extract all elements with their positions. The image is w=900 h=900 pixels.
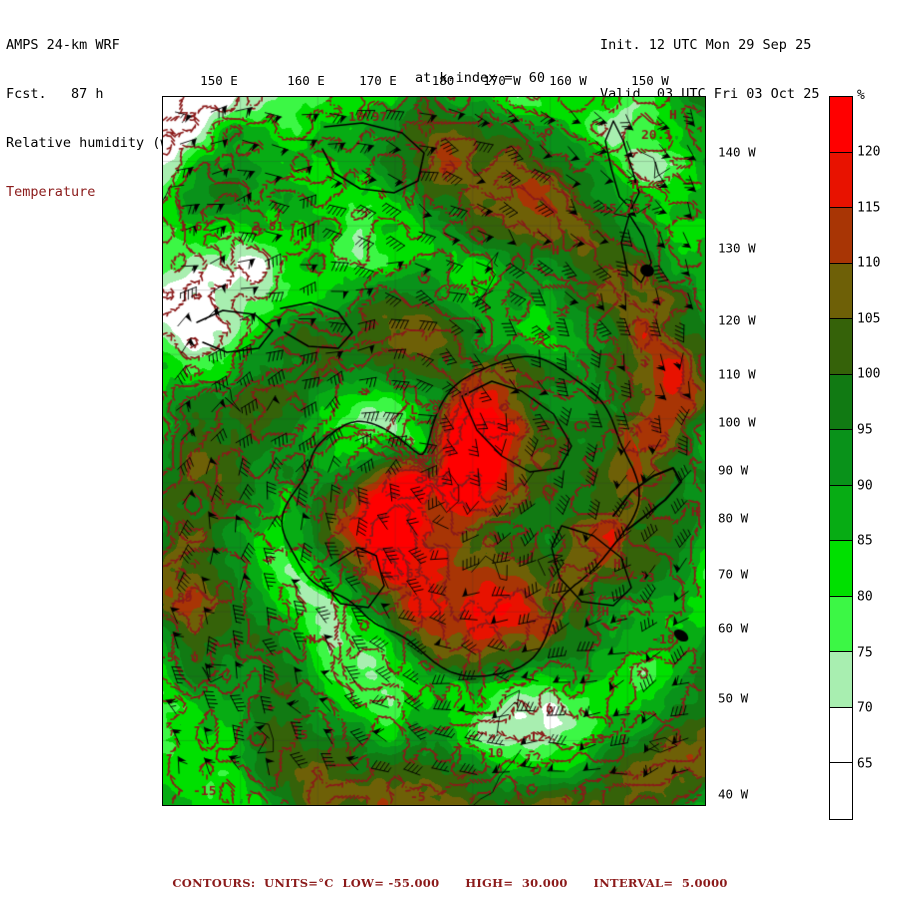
latitude-tick-1: 130 W <box>718 240 756 256</box>
colorbar-band-100 <box>830 374 852 431</box>
colorbar-band-90 <box>830 485 852 542</box>
colorbar-band-65 <box>830 763 852 819</box>
colorbar-tick-100: 100 <box>857 366 881 382</box>
colorbar <box>829 96 853 820</box>
longitude-tick-3: 180 <box>431 73 455 88</box>
latitude-axis: 140 W 130 W 120 W 110 W 100 W 90 W 80 W 70 W 60 … <box>712 96 782 806</box>
latitude-tick-8: 60 W <box>718 620 749 636</box>
contour-info-caption: CONTOURS: UNITS=°C LOW= -55.000 HIGH= 30… <box>172 876 728 890</box>
colorbar-unit-label: % <box>857 88 865 103</box>
colorbar-band-75 <box>830 652 852 708</box>
forecast-hour: Fcst. 87 h <box>6 86 104 103</box>
colorbar-tick-75: 75 <box>857 645 873 661</box>
map-plot-area[interactable] <box>162 96 706 806</box>
weather-map-canvas[interactable] <box>163 97 705 805</box>
longitude-tick-1: 160 E <box>287 73 325 88</box>
colorbar-band-110 <box>830 263 852 320</box>
colorbar-band-80 <box>830 596 852 653</box>
colorbar-tick-65: 65 <box>857 756 873 772</box>
longitude-tick-2: 170 E <box>359 73 397 88</box>
latitude-tick-6: 80 W <box>718 510 749 526</box>
colorbar-tick-90: 90 <box>857 478 873 494</box>
latitude-tick-4: 100 W <box>718 414 756 430</box>
colorbar-band-70 <box>830 707 852 764</box>
latitude-tick-0: 140 W <box>718 144 756 160</box>
latitude-tick-7: 70 W <box>718 566 749 582</box>
longitude-tick-6: 150 W <box>631 73 669 88</box>
contour-field-label: Temperature <box>6 184 96 201</box>
colorbar-band-105 <box>830 319 852 375</box>
colorbar-band-85 <box>830 541 852 597</box>
colorbar-band-120 <box>830 152 852 209</box>
colorbar-tick-105: 105 <box>857 311 881 327</box>
colorbar-band-115 <box>830 208 852 264</box>
latitude-tick-3: 110 W <box>718 366 756 382</box>
colorbar-tick-110: 110 <box>857 255 881 271</box>
colorbar-tick-80: 80 <box>857 589 873 605</box>
colorbar-tick-95: 95 <box>857 422 873 438</box>
colorbar-band-95 <box>830 430 852 486</box>
init-time: Init. 12 UTC Mon 29 Sep 25 <box>600 36 812 53</box>
colorbar-tick-85: 85 <box>857 533 873 549</box>
colorbar-band-125 <box>830 97 852 153</box>
colorbar-tick-115: 115 <box>857 200 881 216</box>
longitude-tick-4: 170 W <box>483 73 521 88</box>
latitude-tick-2: 120 W <box>718 312 756 328</box>
colorbar-tick-70: 70 <box>857 700 873 716</box>
latitude-tick-9: 50 W <box>718 690 749 706</box>
colorbar-tick-120: 120 <box>857 144 881 160</box>
colorbar-tick-labels: 120 115 110 105 100 95 90 85 80 75 70 65 <box>857 96 900 820</box>
longitude-tick-0: 150 E <box>200 73 238 88</box>
k-index-shaded: at k-index = 60 <box>415 69 546 86</box>
longitude-axis: 150 E 160 E 170 E 180 170 W 160 W 150 W <box>162 73 706 91</box>
latitude-tick-5: 90 W <box>718 462 749 478</box>
latitude-tick-10: 40 W <box>718 786 749 802</box>
model-title: AMPS 24-km WRF <box>6 36 120 53</box>
longitude-tick-5: 160 W <box>549 73 587 88</box>
